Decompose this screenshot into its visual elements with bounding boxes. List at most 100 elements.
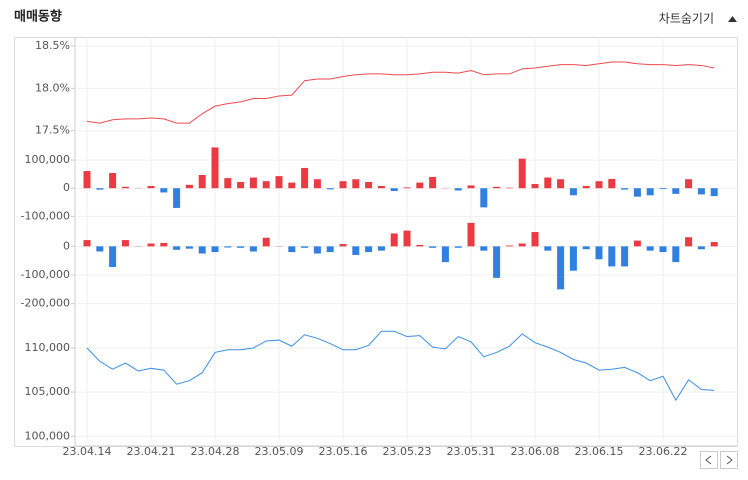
nav-next[interactable] bbox=[721, 452, 738, 469]
bar bbox=[378, 186, 385, 188]
bar bbox=[263, 238, 270, 247]
x-tick-label: 23.04.28 bbox=[191, 445, 240, 458]
bar bbox=[685, 237, 692, 246]
bar bbox=[186, 185, 193, 188]
bar bbox=[672, 188, 679, 194]
bar bbox=[378, 246, 385, 250]
bar bbox=[519, 159, 526, 189]
bar bbox=[416, 245, 423, 246]
bar bbox=[122, 240, 129, 246]
x-tick-label: 23.04.14 bbox=[63, 445, 112, 458]
bar bbox=[352, 246, 359, 255]
bar bbox=[352, 179, 359, 188]
bar bbox=[596, 246, 603, 259]
bar bbox=[327, 246, 334, 252]
bar bbox=[493, 246, 500, 278]
bar bbox=[148, 243, 155, 246]
bar bbox=[84, 171, 91, 188]
bar bbox=[96, 188, 103, 189]
bar bbox=[186, 246, 193, 248]
bar bbox=[365, 182, 372, 188]
bar bbox=[109, 173, 116, 188]
bar bbox=[148, 186, 155, 188]
bar bbox=[429, 246, 436, 247]
bar bbox=[685, 179, 692, 188]
bar bbox=[416, 183, 423, 189]
bar bbox=[660, 246, 667, 252]
bar bbox=[506, 245, 513, 246]
x-tick-label: 23.06.08 bbox=[511, 445, 560, 458]
bar bbox=[442, 246, 449, 262]
bar bbox=[647, 188, 654, 195]
bar bbox=[301, 246, 308, 247]
bar bbox=[391, 233, 398, 246]
bar bbox=[493, 187, 500, 188]
bar bbox=[672, 246, 679, 262]
bar bbox=[224, 246, 231, 247]
bar bbox=[544, 178, 551, 189]
bar bbox=[404, 187, 411, 188]
toggle-label[interactable]: 차트숨기기 bbox=[659, 12, 714, 26]
bar bbox=[250, 178, 257, 189]
bar bbox=[314, 179, 321, 188]
bar bbox=[288, 183, 295, 189]
bar bbox=[557, 179, 564, 188]
bar bbox=[557, 246, 564, 289]
bar bbox=[660, 188, 667, 189]
x-tick-label: 23.05.23 bbox=[383, 445, 432, 458]
bar bbox=[301, 168, 308, 188]
bar bbox=[199, 246, 206, 253]
nav-next-box[interactable] bbox=[721, 452, 738, 469]
bar bbox=[480, 188, 487, 207]
bar bbox=[583, 246, 590, 249]
bar bbox=[583, 186, 590, 188]
nav-prev-box[interactable] bbox=[701, 452, 718, 469]
nav-prev[interactable] bbox=[701, 452, 718, 469]
bar bbox=[570, 188, 577, 195]
bar bbox=[96, 246, 103, 251]
bar bbox=[455, 188, 462, 190]
y-tick-label: -200,000 bbox=[21, 297, 70, 310]
y-tick-label: 18.5% bbox=[35, 39, 70, 52]
bar bbox=[532, 232, 539, 246]
bar bbox=[634, 241, 641, 247]
bar bbox=[212, 147, 219, 188]
bar bbox=[596, 181, 603, 188]
line bbox=[87, 62, 714, 123]
y-tick-label: 100,000 bbox=[25, 153, 71, 166]
bar bbox=[109, 246, 116, 267]
bar bbox=[173, 188, 180, 208]
bar bbox=[544, 246, 551, 250]
bar bbox=[468, 185, 475, 188]
y-tick-label: 110,000 bbox=[25, 341, 71, 354]
bar bbox=[84, 240, 91, 246]
bar bbox=[327, 188, 334, 189]
y-tick-label: 0 bbox=[63, 181, 70, 194]
bar bbox=[480, 246, 487, 250]
bar bbox=[122, 187, 129, 188]
y-tick-label: -100,000 bbox=[21, 268, 70, 281]
bar bbox=[506, 188, 513, 189]
bar bbox=[608, 246, 615, 266]
bar bbox=[276, 176, 283, 188]
bar bbox=[634, 188, 641, 196]
toggle-button[interactable]: 차트숨기기 bbox=[659, 12, 737, 26]
x-tick-label: 23.05.09 bbox=[255, 445, 304, 458]
bar bbox=[698, 188, 705, 194]
section-title: 매매동향 bbox=[14, 9, 62, 25]
bar bbox=[237, 182, 244, 188]
bar bbox=[199, 175, 206, 188]
y-tick-label: 0 bbox=[63, 239, 70, 252]
bar bbox=[711, 188, 718, 196]
y-tick-label: -100,000 bbox=[21, 209, 70, 222]
bar bbox=[250, 246, 257, 251]
bar bbox=[570, 246, 577, 270]
toggle-icon[interactable] bbox=[728, 16, 737, 22]
x-tick-label: 23.05.31 bbox=[447, 445, 496, 458]
bar bbox=[429, 177, 436, 188]
bar bbox=[212, 246, 219, 252]
x-tick-label: 23.04.21 bbox=[127, 445, 176, 458]
bar bbox=[711, 242, 718, 246]
y-tick-label: 18.0% bbox=[35, 81, 70, 94]
